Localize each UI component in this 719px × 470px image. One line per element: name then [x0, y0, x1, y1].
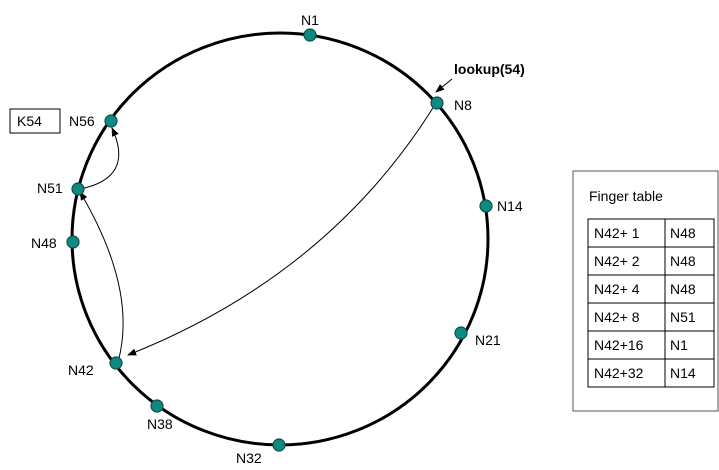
finger-node-cell: N48 — [670, 225, 696, 241]
node-label-n32: N32 — [236, 450, 262, 466]
node-n32 — [272, 438, 286, 452]
finger-start-cell: N42+ 8 — [594, 309, 640, 325]
finger-table-row: N42+32 N14 — [587, 358, 715, 388]
finger-node-cell: N1 — [670, 337, 688, 353]
hop-arrow-n42-to-n51 — [79, 191, 124, 363]
node-n51 — [71, 182, 85, 196]
finger-node-cell: N48 — [670, 253, 696, 269]
finger-start-cell: N42+ 1 — [594, 225, 640, 241]
node-label-n48: N48 — [31, 235, 57, 251]
node-n42 — [109, 356, 123, 370]
node-label-n21: N21 — [475, 332, 501, 348]
key-box — [9, 108, 61, 134]
hop-arrow-n51-to-n56 — [79, 127, 120, 190]
finger-node-cell: N48 — [670, 281, 696, 297]
finger-start-cell: N42+ 2 — [594, 253, 640, 269]
node-label-n51: N51 — [37, 180, 63, 196]
node-label-n38: N38 — [147, 416, 173, 432]
finger-table: Finger table N42+ 1 N48 N42+ 2 N48 N42+ … — [572, 170, 719, 412]
node-n8 — [430, 96, 444, 110]
finger-table-row: N42+ 1 N48 — [587, 218, 715, 248]
finger-start-cell: N42+16 — [594, 337, 644, 353]
hop-arrow-n8-to-n42 — [127, 102, 437, 356]
chord-ring — [70, 31, 490, 447]
node-label-n8: N8 — [454, 97, 472, 113]
finger-table-row: N42+16 N1 — [587, 330, 715, 360]
finger-start-cell: N42+32 — [594, 365, 644, 381]
finger-node-cell: N51 — [670, 309, 696, 325]
finger-node-cell: N14 — [670, 365, 696, 381]
node-n38 — [150, 399, 164, 413]
finger-table-title: Finger table — [589, 188, 663, 204]
node-n56 — [104, 114, 118, 128]
key-label: K54 — [17, 113, 42, 129]
node-label-n14: N14 — [497, 198, 523, 214]
finger-table-row: N42+ 4 N48 — [587, 274, 715, 304]
lookup-arrow — [435, 78, 453, 93]
node-label-n1: N1 — [301, 12, 319, 28]
node-label-n56: N56 — [69, 113, 95, 129]
node-n14 — [479, 199, 493, 213]
lookup-label: lookup(54) — [454, 61, 525, 77]
finger-table-row: N42+ 2 N48 — [587, 246, 715, 276]
finger-table-row: N42+ 8 N51 — [587, 302, 715, 332]
node-n1 — [303, 28, 317, 42]
node-n48 — [66, 235, 80, 249]
finger-start-cell: N42+ 4 — [594, 281, 640, 297]
node-n21 — [454, 326, 468, 340]
node-label-n42: N42 — [68, 362, 94, 378]
